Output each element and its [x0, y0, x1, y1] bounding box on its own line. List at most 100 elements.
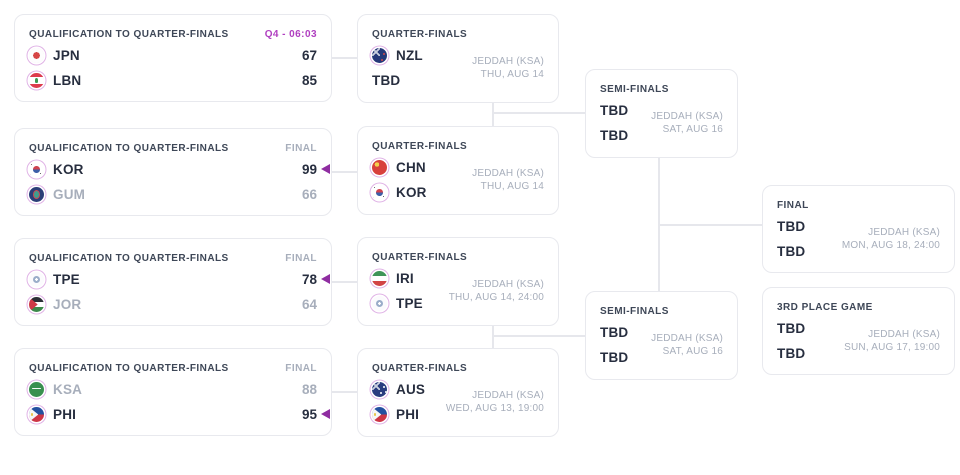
- team-code: KOR: [396, 185, 427, 200]
- team-code: IRI: [396, 271, 414, 286]
- match-body: TBD TBD JEDDAH (KSA) SAT, AUG 16: [600, 98, 723, 148]
- venue-name: JEDDAH (KSA): [472, 56, 544, 67]
- team-row: TBD: [777, 214, 805, 239]
- venue-name: JEDDAH (KSA): [651, 111, 723, 122]
- match-card-quarterfinal-1[interactable]: QUARTER-FINALS NZL TBD JEDDAH (KSA) THU,…: [357, 14, 559, 103]
- match-body: TBD TBD JEDDAH (KSA) SUN, AUG 17, 19:00: [777, 316, 940, 366]
- team-score: 85: [301, 73, 317, 88]
- match-body: TBD TBD JEDDAH (KSA) SAT, AUG 16: [600, 320, 723, 370]
- teams: TBD TBD: [600, 98, 628, 148]
- match-card-quarterfinal-3[interactable]: QUARTER-FINALS IRI TPE JEDDAH (KSA) THU,…: [357, 237, 559, 326]
- match-body: TBD TBD JEDDAH (KSA) MON, AUG 18, 24:00: [777, 214, 940, 264]
- team-score: 99: [301, 162, 317, 177]
- match-card-quarterfinal-2[interactable]: QUARTER-FINALS CHN KOR JEDDAH (KSA) THU,…: [357, 126, 559, 215]
- flag-iri-icon: [372, 271, 387, 286]
- stage-label: QUARTER-FINALS: [372, 140, 468, 152]
- stage-label: QUARTER-FINALS: [372, 362, 468, 374]
- match-card-qualification-3[interactable]: QUALIFICATION TO QUARTER-FINALS FINAL TP…: [14, 238, 332, 326]
- flag-nzl-icon: [372, 48, 387, 63]
- venue-info: JEDDAH (KSA) THU, AUG 14: [472, 55, 544, 81]
- team-row: TBD: [372, 68, 423, 93]
- team-code: LBN: [53, 73, 82, 88]
- match-card-qualification-2[interactable]: QUALIFICATION TO QUARTER-FINALS FINAL KO…: [14, 128, 332, 216]
- team-code: NZL: [396, 48, 423, 63]
- match-body: NZL TBD JEDDAH (KSA) THU, AUG 14: [372, 43, 544, 93]
- team-score: 95: [301, 407, 317, 422]
- team-row: KOR 99: [29, 157, 317, 182]
- team-row: IRI: [372, 266, 423, 291]
- match-card-third-place[interactable]: 3RD PLACE GAME TBD TBD JEDDAH (KSA) SUN,…: [762, 287, 955, 375]
- match-body: AUS PHI JEDDAH (KSA) WED, AUG 13, 19:00: [372, 377, 544, 427]
- team-row: PHI: [372, 402, 425, 427]
- venue-info: JEDDAH (KSA) THU, AUG 14: [472, 167, 544, 193]
- team-row: TBD: [777, 239, 805, 264]
- match-card-qualification-1[interactable]: QUALIFICATION TO QUARTER-FINALS Q4 - 06:…: [14, 14, 332, 102]
- team-code: TBD: [372, 73, 401, 88]
- stage-label: SEMI-FINALS: [600, 305, 669, 317]
- flag-phi-icon: [29, 407, 44, 422]
- teams: AUS PHI: [372, 377, 425, 427]
- game-date: THU, AUG 14: [480, 181, 544, 192]
- team-row: TPE: [372, 291, 423, 316]
- venue-name: JEDDAH (KSA): [472, 168, 544, 179]
- team-code: JPN: [53, 48, 80, 63]
- team-code: GUM: [53, 187, 86, 202]
- stage-label: QUALIFICATION TO QUARTER-FINALS: [29, 252, 229, 264]
- team-code: TBD: [600, 128, 629, 143]
- team-row: LBN 85: [29, 68, 317, 93]
- game-date: MON, AUG 18, 24:00: [841, 240, 940, 251]
- teams: IRI TPE: [372, 266, 423, 316]
- match-card-final[interactable]: FINAL TBD TBD JEDDAH (KSA) MON, AUG 18, …: [762, 185, 955, 273]
- team-row: TBD: [777, 341, 805, 366]
- match-card-qualification-4[interactable]: QUALIFICATION TO QUARTER-FINALS FINAL KS…: [14, 348, 332, 436]
- match-card-semifinal-2[interactable]: SEMI-FINALS TBD TBD JEDDAH (KSA) SAT, AU…: [585, 291, 738, 380]
- flag-ksa-icon: [29, 382, 44, 397]
- team-code: TPE: [396, 296, 423, 311]
- flag-tpe-icon: [29, 272, 44, 287]
- card-header: SEMI-FINALS: [600, 302, 723, 320]
- stage-label: QUALIFICATION TO QUARTER-FINALS: [29, 28, 229, 40]
- team-row: GUM 66: [29, 182, 317, 207]
- team-code: TBD: [600, 325, 629, 340]
- card-header: SEMI-FINALS: [600, 80, 723, 98]
- team-row: PHI 95: [29, 402, 317, 427]
- final-status-badge: FINAL: [285, 252, 317, 264]
- team-code: TBD: [600, 103, 629, 118]
- stage-label: QUARTER-FINALS: [372, 28, 468, 40]
- card-header: QUARTER-FINALS: [372, 25, 544, 43]
- flag-jor-icon: [29, 297, 44, 312]
- team-row: KOR: [372, 180, 427, 205]
- venue-info: JEDDAH (KSA) WED, AUG 13, 19:00: [446, 389, 544, 415]
- match-body: CHN KOR JEDDAH (KSA) THU, AUG 14: [372, 155, 544, 205]
- game-date: WED, AUG 13, 19:00: [445, 403, 544, 414]
- venue-info: JEDDAH (KSA) SAT, AUG 16: [651, 110, 723, 136]
- connector-line: [492, 112, 585, 114]
- connector-line: [332, 57, 357, 59]
- match-card-quarterfinal-4[interactable]: QUARTER-FINALS AUS PHI JEDDAH (KSA) WED,…: [357, 348, 559, 437]
- team-code: TBD: [777, 321, 806, 336]
- team-score: 64: [301, 297, 317, 312]
- card-header: FINAL: [777, 196, 940, 214]
- team-code: CHN: [396, 160, 426, 175]
- venue-name: JEDDAH (KSA): [868, 329, 940, 340]
- stage-label: SEMI-FINALS: [600, 83, 669, 95]
- final-status-badge: FINAL: [285, 142, 317, 154]
- connector-line: [332, 281, 357, 283]
- flag-aus-icon: [372, 382, 387, 397]
- stage-label: QUALIFICATION TO QUARTER-FINALS: [29, 362, 229, 374]
- team-code: KOR: [53, 162, 84, 177]
- match-card-semifinal-1[interactable]: SEMI-FINALS TBD TBD JEDDAH (KSA) SAT, AU…: [585, 69, 738, 158]
- winner-arrow-icon: [321, 164, 330, 174]
- team-code: JOR: [53, 297, 82, 312]
- card-header: QUALIFICATION TO QUARTER-FINALS FINAL: [29, 249, 317, 267]
- team-row: NZL: [372, 43, 423, 68]
- teams: CHN KOR: [372, 155, 427, 205]
- teams: TBD TBD: [777, 214, 805, 264]
- venue-info: JEDDAH (KSA) SUN, AUG 17, 19:00: [844, 328, 940, 354]
- flag-kor-icon: [29, 162, 44, 177]
- game-date: SUN, AUG 17, 19:00: [844, 342, 940, 353]
- stage-label: QUALIFICATION TO QUARTER-FINALS: [29, 142, 229, 154]
- team-row: TBD: [600, 98, 628, 123]
- card-header: QUARTER-FINALS: [372, 359, 544, 377]
